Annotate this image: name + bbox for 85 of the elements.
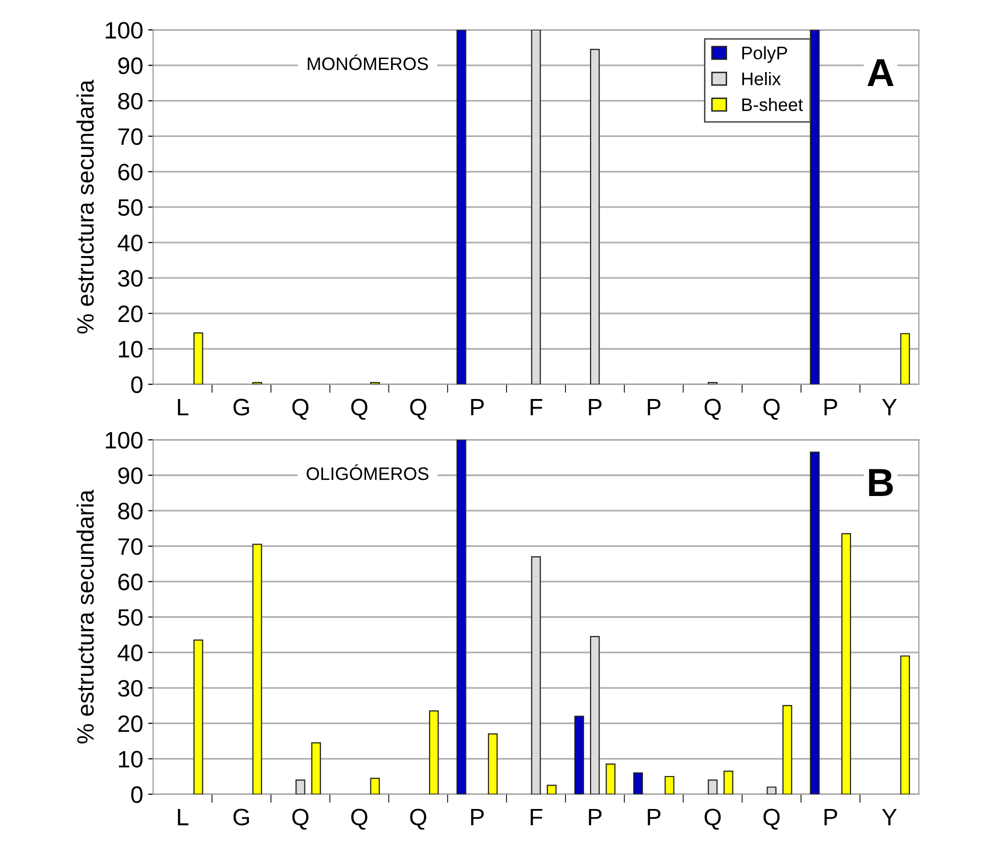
x-tick-label: Q: [704, 398, 721, 420]
annotation: MONÓMEROS: [308, 54, 428, 70]
bar: [193, 332, 204, 384]
x-tick-label: P: [471, 399, 484, 416]
bar: [664, 776, 674, 794]
y-tick-label: 60: [118, 574, 142, 590]
bar: [766, 786, 776, 794]
x-tick-label: Q: [764, 808, 780, 830]
y-tick-label: 20: [118, 715, 142, 732]
legend-label: Helix: [742, 72, 781, 86]
x-tick-label: Y: [882, 808, 897, 826]
y-tick-label: 70: [118, 538, 142, 555]
bar: [531, 556, 541, 794]
legend-label: B-sheet: [742, 98, 803, 112]
y-tick-label: 90: [118, 467, 142, 484]
x-tick-label: P: [648, 399, 660, 416]
bar: [590, 636, 600, 794]
x-tick-label: P: [588, 399, 602, 416]
bar: [724, 770, 734, 794]
bar: [633, 772, 643, 794]
annotation: A: [867, 59, 894, 86]
y-tick-label: 40: [118, 234, 142, 252]
x-tick-label: Q: [704, 808, 721, 830]
y-tick-label: 50: [118, 199, 142, 216]
y-tick-label: 20: [118, 305, 142, 322]
bar: [810, 452, 820, 794]
y-tick-label: 10: [118, 750, 142, 768]
y-axis-title: % estructura secundaria: [76, 490, 94, 744]
bar: [590, 48, 600, 384]
x-tick-label: L: [178, 399, 188, 416]
y-axis-title: % estructura secundaria: [76, 80, 94, 334]
bar: [900, 333, 910, 384]
y-tick-label: 0: [131, 786, 142, 804]
y-tick-label: 100: [106, 22, 142, 39]
annotation: B: [869, 469, 893, 496]
x-tick-label: P: [824, 808, 838, 826]
annotation: OLIGÓMEROS: [306, 464, 428, 480]
x-tick-label: P: [824, 399, 838, 416]
bar: [429, 710, 439, 794]
bar: [606, 764, 616, 794]
bar: [456, 440, 466, 794]
y-tick-label: 0: [131, 376, 142, 394]
x-tick-label: P: [471, 808, 484, 826]
bar: [900, 655, 910, 794]
x-tick-label: Q: [351, 808, 368, 830]
x-tick-label: Q: [410, 808, 426, 830]
y-tick-label: 80: [118, 502, 142, 520]
bar: [193, 639, 204, 794]
x-tick-label: F: [530, 808, 542, 826]
x-tick-label: G: [233, 808, 249, 826]
bar: [574, 716, 584, 794]
bar: [296, 779, 306, 794]
bar: [841, 533, 852, 794]
x-tick-label: Q: [764, 398, 780, 420]
y-tick-label: 30: [118, 270, 142, 287]
bar: [370, 778, 380, 794]
x-tick-label: Q: [292, 398, 308, 420]
bar: [311, 742, 321, 794]
x-tick-label: P: [648, 808, 660, 826]
bar: [708, 779, 718, 794]
y-tick-label: 10: [118, 340, 142, 358]
bar: [782, 705, 792, 794]
x-tick-label: Q: [292, 808, 308, 830]
legend-label: PolyP: [742, 46, 788, 63]
x-tick-label: L: [178, 808, 188, 826]
y-tick-label: 80: [118, 92, 142, 110]
y-tick-label: 100: [106, 432, 142, 449]
bar: [456, 30, 466, 384]
y-tick-label: 90: [118, 57, 142, 74]
y-tick-label: 40: [118, 644, 142, 662]
bar: [810, 30, 820, 384]
bar: [252, 544, 262, 794]
x-tick-label: F: [530, 399, 542, 416]
x-tick-label: Q: [410, 398, 426, 420]
y-tick-label: 30: [118, 680, 142, 697]
bar: [488, 733, 498, 794]
bar: [531, 30, 541, 384]
x-tick-label: P: [588, 808, 602, 826]
y-tick-label: 70: [118, 128, 142, 145]
x-tick-label: Q: [351, 398, 368, 420]
x-tick-label: Y: [882, 399, 897, 416]
y-tick-label: 50: [118, 609, 142, 626]
bar: [546, 784, 557, 794]
y-tick-label: 60: [118, 164, 142, 180]
x-tick-label: G: [233, 398, 249, 416]
